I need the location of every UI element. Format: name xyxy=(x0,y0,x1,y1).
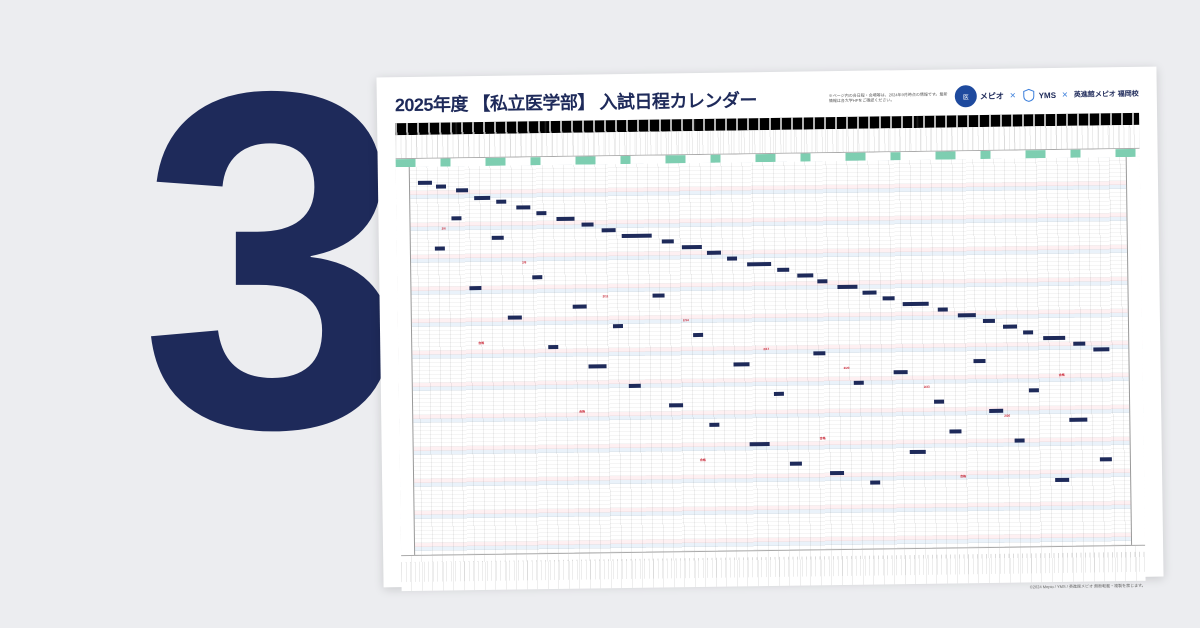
header-right: ※ページ内の各日程・会場等は、2024年9月時点の情報です。最新情報は各大学HP… xyxy=(829,83,1139,109)
logo-yms: YMS xyxy=(1022,88,1057,102)
header-note: ※ページ内の各日程・会場等は、2024年9月時点の情報です。最新情報は各大学HP… xyxy=(829,91,949,103)
shield-icon xyxy=(1022,88,1036,102)
logo-yms-text: YMS xyxy=(1039,90,1056,99)
logo-separator-icon: × xyxy=(1062,89,1068,100)
poster-header: 2025年度 【私立医学部】 入試日程カレンダー ※ページ内の各日程・会場等は、… xyxy=(395,81,1139,117)
title-rest: 入試日程カレンダー xyxy=(599,90,757,112)
logo-separator-icon: × xyxy=(1010,90,1016,101)
title-year: 2025年度 xyxy=(395,94,468,115)
exam-date-markers: 2/6 2/8 2/11 2/14 2/17 2/20 2/23 2/26 合格… xyxy=(396,157,1145,555)
logo-circle-icon: 医 xyxy=(955,85,977,107)
large-numeral: 3 xyxy=(140,20,387,500)
logo-eishin: 英進館メピオ 福岡校 xyxy=(1074,89,1139,100)
calendar-grid: 2/6 2/8 2/11 2/14 2/17 2/20 2/23 2/26 合格… xyxy=(396,157,1145,555)
poster-title: 2025年度 【私立医学部】 入試日程カレンダー xyxy=(395,86,757,117)
title-bracket: 【私立医学部】 xyxy=(472,92,595,114)
calendar-poster: 2025年度 【私立医学部】 入試日程カレンダー ※ページ内の各日程・会場等は、… xyxy=(376,67,1163,588)
logo-mepio: 医 メピオ xyxy=(955,85,1004,108)
logo-eishin-text: 英進館メピオ 福岡校 xyxy=(1074,89,1139,100)
logo-mepio-text: メピオ xyxy=(980,90,1004,101)
